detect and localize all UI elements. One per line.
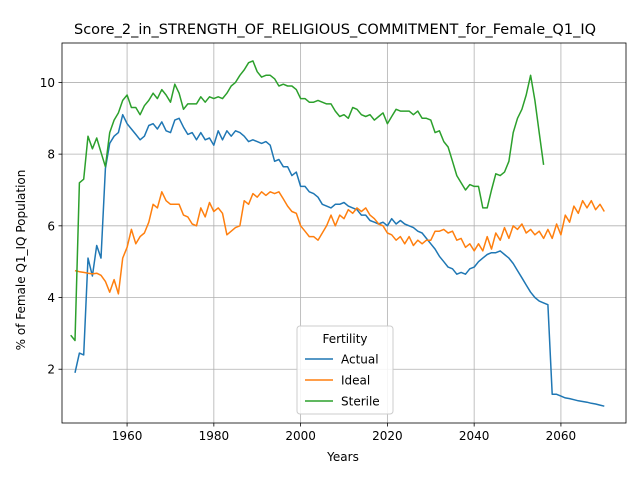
x-tick-label: 2020: [372, 429, 403, 443]
legend-title: Fertility: [322, 332, 367, 346]
y-axis-label: % of Female Q1_IQ Population: [14, 170, 28, 351]
chart-title: Score_2_in_STRENGTH_OF_RELIGIOUS_COMMITM…: [74, 22, 596, 38]
legend-label-actual: Actual: [341, 353, 379, 367]
legend-label-sterile: Sterile: [341, 395, 380, 409]
legend: Fertility Actual Ideal Sterile: [296, 325, 394, 415]
x-tick-label: 2000: [285, 429, 316, 443]
y-tick-label: 10: [40, 76, 55, 90]
plot-area-frame: [61, 42, 627, 424]
series-line-actual: [74, 113, 605, 407]
legend-box: [296, 325, 394, 415]
y-tick-label: 2: [47, 363, 55, 377]
x-axis-label: Years: [326, 450, 359, 464]
x-tick-label: 2040: [459, 429, 490, 443]
x-tick-label: 2060: [546, 429, 577, 443]
legend-label-ideal: Ideal: [341, 374, 370, 388]
y-tick-label: 6: [47, 219, 55, 233]
y-tick-label: 4: [47, 291, 55, 305]
legend-items: Actual Ideal Sterile: [305, 353, 380, 409]
series-line-ideal: [74, 191, 605, 295]
axis-ticks: 1960 1980 2000 2020 2040 2060 2 4 6 8 10: [40, 76, 576, 443]
series-lines: [70, 60, 605, 407]
y-tick-label: 8: [47, 148, 55, 162]
x-tick-label: 1980: [199, 429, 230, 443]
series-line-sterile: [70, 60, 545, 342]
x-tick-label: 1960: [112, 429, 143, 443]
